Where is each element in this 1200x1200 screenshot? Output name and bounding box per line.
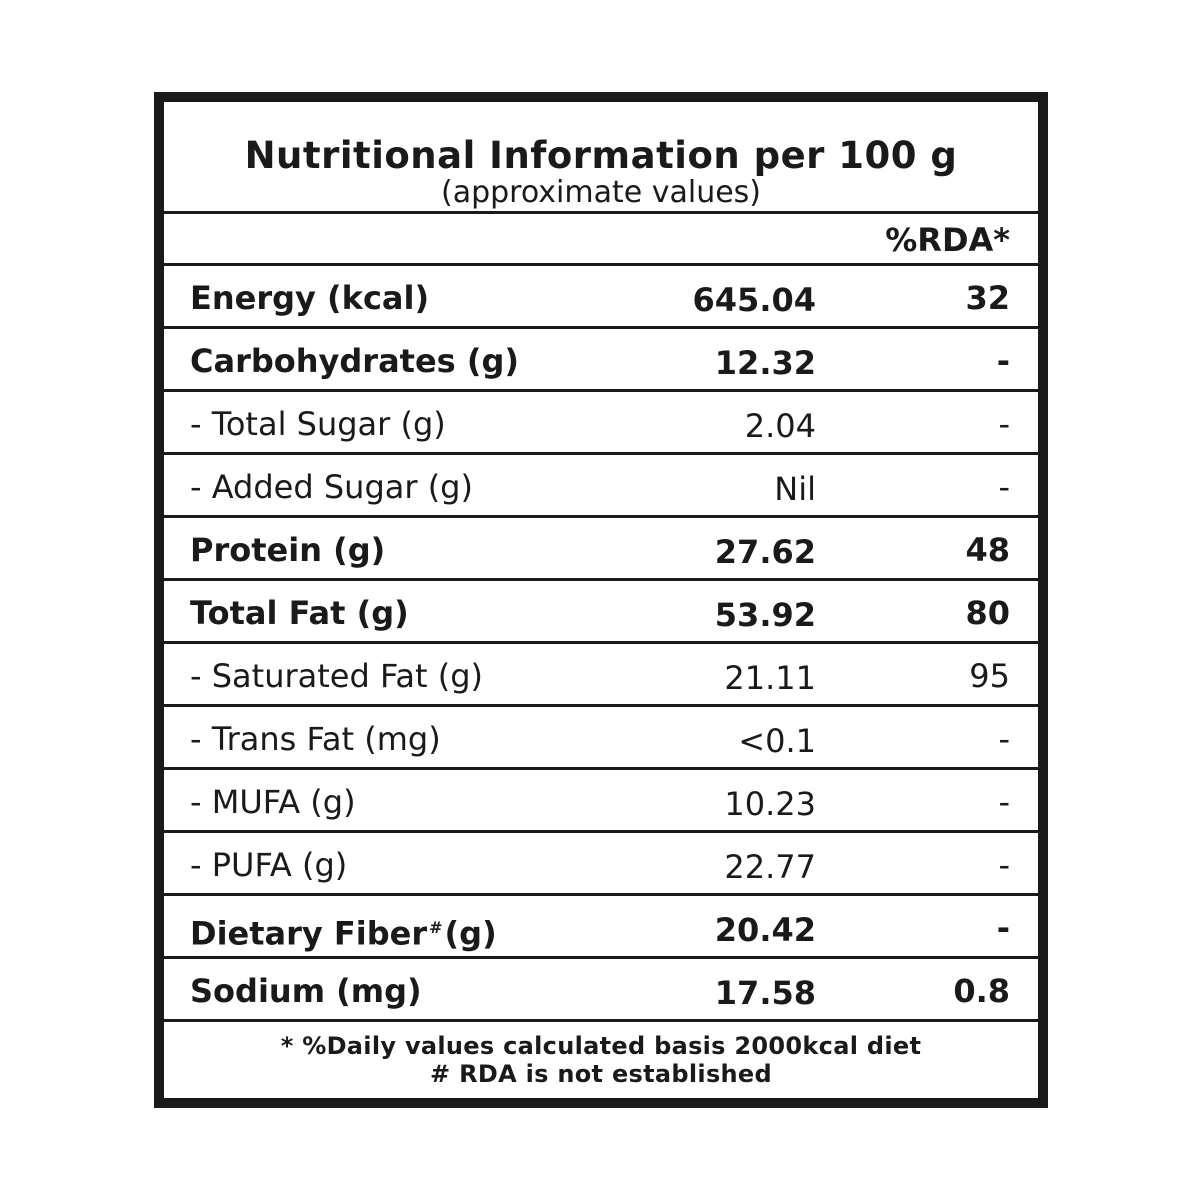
nutrient-name: - MUFA (g) — [190, 783, 356, 821]
nutrient-amount: 12.32 — [714, 344, 816, 382]
nutrient-name-text: Dietary Fiber — [190, 914, 428, 953]
nutrient-rda: 0.8 — [953, 972, 1010, 1010]
nutrient-name: Total Fat (g) — [190, 594, 409, 632]
nutrient-amount: 17.58 — [714, 974, 816, 1012]
nutrition-label: Nutritional Information per 100 g (appro… — [154, 92, 1048, 1108]
nutrient-row-carbohydrates: Carbohydrates (g) 12.32 - — [164, 329, 1038, 392]
nutrient-row-mufa: - MUFA (g) 10.23 - — [164, 770, 1038, 833]
nutrient-amount: 22.77 — [724, 848, 816, 886]
nutrient-rda: - — [998, 405, 1010, 443]
nutrient-row-protein: Protein (g) 27.62 48 — [164, 518, 1038, 581]
column-header-row: %RDA* — [164, 214, 1038, 266]
nutrient-name: Sodium (mg) — [190, 972, 422, 1010]
nutrient-row-energy: Energy (kcal) 645.04 32 — [164, 266, 1038, 329]
nutrient-row-dietary-fiber: Dietary Fiber #(g) 20.42 - — [164, 896, 1038, 959]
nutrient-amount: Nil — [774, 470, 816, 508]
nutrient-name: Carbohydrates (g) — [190, 342, 520, 380]
nutrient-amount: 21.11 — [724, 659, 816, 697]
nutrient-rda: - — [998, 783, 1010, 821]
nutrient-amount: 10.23 — [724, 785, 816, 823]
nutrient-rda: - — [996, 342, 1010, 380]
nutrient-rda: - — [998, 846, 1010, 884]
nutrient-name: Dietary Fiber #(g) — [190, 908, 497, 954]
nutrient-rda: 95 — [969, 657, 1010, 695]
nutrient-amount: 27.62 — [714, 533, 816, 571]
nutrient-rda: 32 — [965, 279, 1010, 317]
nutrient-rda: 80 — [965, 594, 1010, 632]
nutrient-name: - PUFA (g) — [190, 846, 348, 884]
label-header: Nutritional Information per 100 g (appro… — [164, 102, 1038, 214]
footnote-daily-values: * %Daily values calculated basis 2000kca… — [280, 1032, 922, 1060]
footnote-rda-not-established: # RDA is not established — [430, 1060, 772, 1088]
nutrient-rda: 48 — [965, 531, 1010, 569]
label-subtitle: (approximate values) — [440, 175, 761, 210]
nutrient-rda: - — [998, 468, 1010, 506]
nutrient-table: Energy (kcal) 645.04 32 Carbohydrates (g… — [164, 266, 1038, 1022]
nutrient-row-trans-fat: - Trans Fat (mg) <0.1 - — [164, 707, 1038, 770]
nutrient-amount: 20.42 — [714, 911, 816, 949]
nutrient-amount: 2.04 — [744, 407, 816, 445]
nutrient-name: - Saturated Fat (g) — [190, 657, 484, 695]
nutrient-name: - Trans Fat (mg) — [190, 720, 441, 758]
nutrient-name: Protein (g) — [190, 531, 386, 569]
nutrient-row-added-sugar: - Added Sugar (g) Nil - — [164, 455, 1038, 518]
nutrient-row-total-fat: Total Fat (g) 53.92 80 — [164, 581, 1038, 644]
nutrient-row-saturated-fat: - Saturated Fat (g) 21.11 95 — [164, 644, 1038, 707]
nutrient-rda: - — [998, 720, 1010, 758]
nutrient-amount: 645.04 — [692, 281, 816, 319]
nutrient-rda: - — [996, 909, 1010, 947]
nutrient-name: - Added Sugar (g) — [190, 468, 473, 506]
nutrient-name: - Total Sugar (g) — [190, 405, 446, 443]
nutrient-row-total-sugar: - Total Sugar (g) 2.04 - — [164, 392, 1038, 455]
rda-not-established-mark: # — [429, 918, 443, 937]
label-footer: * %Daily values calculated basis 2000kca… — [164, 1022, 1038, 1098]
rda-column-header: %RDA* — [885, 221, 1010, 259]
nutrient-amount: 53.92 — [714, 596, 816, 634]
label-title: Nutritional Information per 100 g — [244, 134, 958, 177]
nutrient-name: Energy (kcal) — [190, 279, 430, 317]
nutrient-amount: <0.1 — [738, 722, 816, 760]
nutrient-row-sodium: Sodium (mg) 17.58 0.8 — [164, 959, 1038, 1022]
nutrient-unit: (g) — [444, 914, 497, 953]
nutrient-row-pufa: - PUFA (g) 22.77 - — [164, 833, 1038, 896]
